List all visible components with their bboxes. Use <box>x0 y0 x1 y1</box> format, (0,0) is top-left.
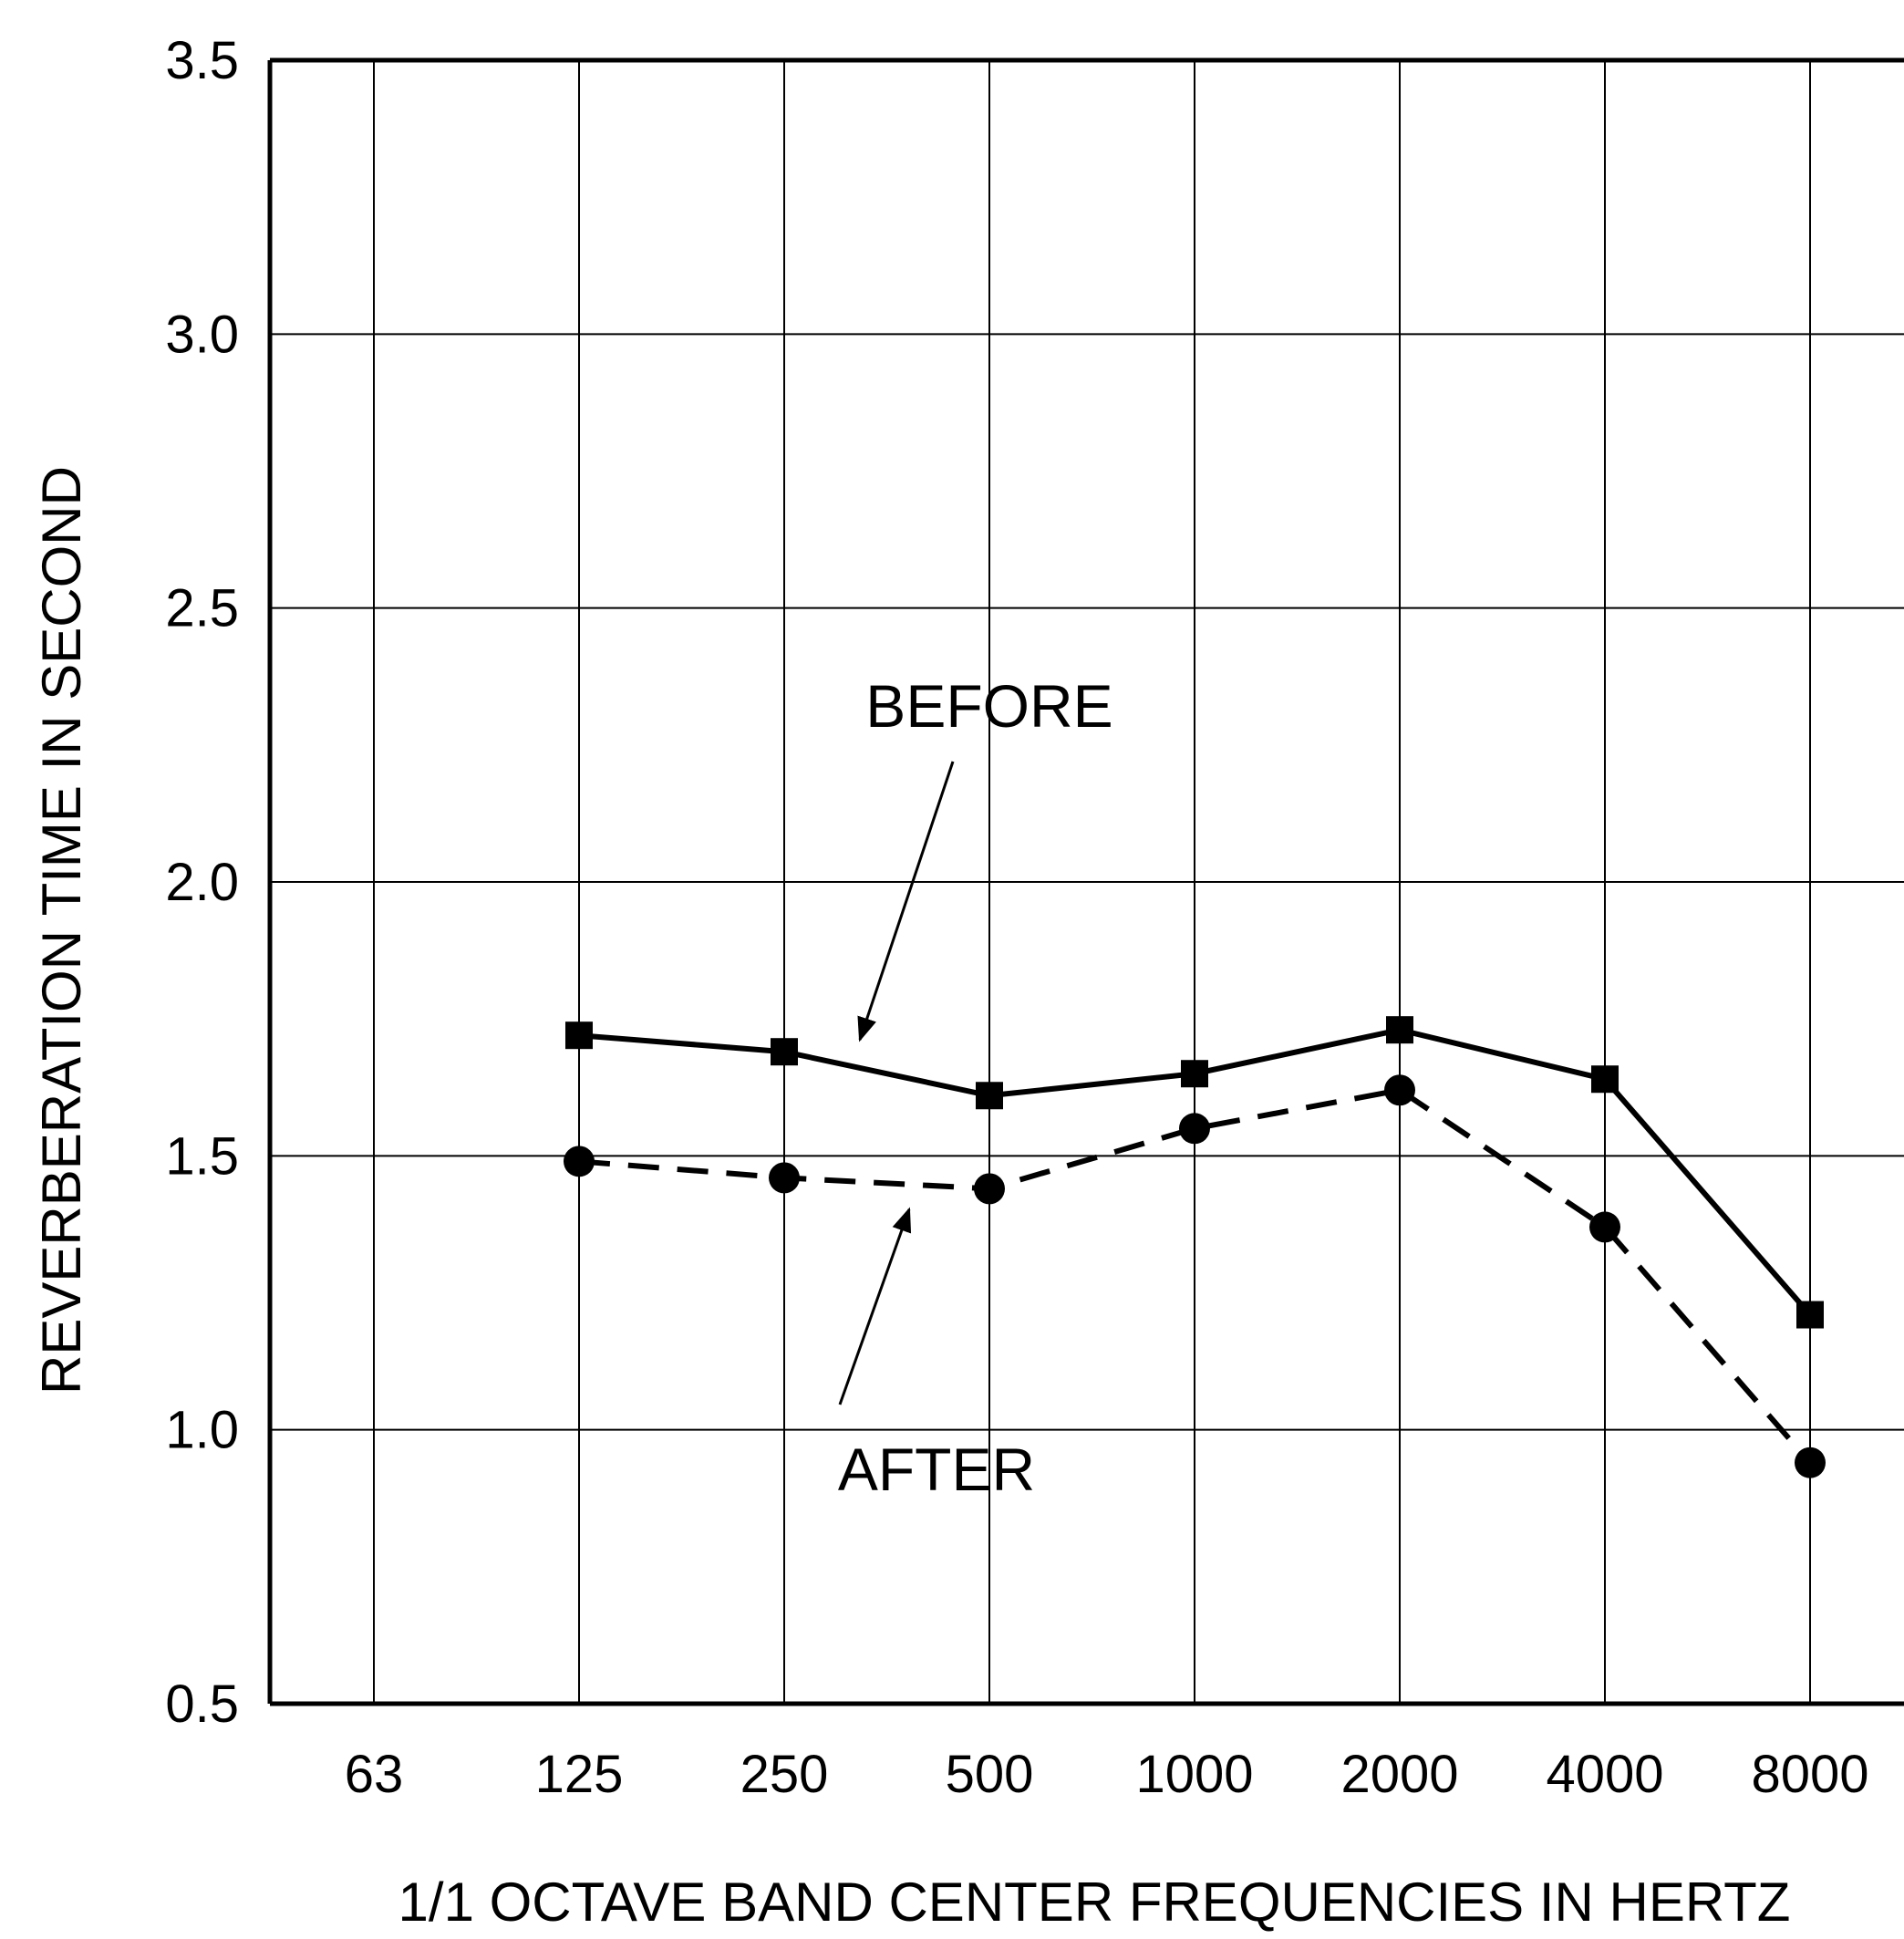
data-point-circle <box>1589 1211 1620 1243</box>
annotation-after: AFTER <box>838 1436 1035 1503</box>
data-point-circle <box>564 1146 595 1177</box>
annotation-arrow-before <box>857 761 955 1042</box>
x-tick-label: 2000 <box>1340 1745 1458 1804</box>
x-tick-label: 1000 <box>1135 1745 1253 1804</box>
data-point-circle <box>1795 1446 1826 1478</box>
y-tick-label: 0.5 <box>165 1675 239 1734</box>
data-point-square <box>976 1082 1003 1110</box>
x-axis-title: 1/1 OCTAVE BAND CENTER FREQUENCIES IN HE… <box>398 1872 1791 1933</box>
x-tick-label: 8000 <box>1751 1745 1868 1804</box>
annotation-layer: BEFORE AFTER <box>838 672 1113 1503</box>
series-layer <box>564 1016 1826 1478</box>
data-point-circle <box>1384 1074 1415 1106</box>
data-point-square <box>1796 1301 1824 1329</box>
x-tick-label: 500 <box>946 1745 1034 1804</box>
y-tick-label: 1.5 <box>165 1126 239 1186</box>
y-tick-label: 1.0 <box>165 1401 239 1460</box>
x-tick-label: 125 <box>535 1745 624 1804</box>
y-tick-label: 2.0 <box>165 853 239 912</box>
data-point-circle <box>1179 1113 1210 1145</box>
y-axis-title: REVERBERATION TIME IN SECOND <box>31 466 92 1395</box>
x-tick-label: 250 <box>740 1745 829 1804</box>
y-tick-label: 2.5 <box>165 579 239 638</box>
data-point-circle <box>769 1162 800 1194</box>
y-tick-label: 3.5 <box>165 31 239 90</box>
y-tick-label: 3.0 <box>165 305 239 364</box>
grid-layer <box>270 59 1904 1705</box>
data-point-square <box>1591 1065 1619 1094</box>
axis-layer: 0.5 1.0 1.5 2.0 2.5 3.0 3.5 63 125 250 500 1000 2000… <box>165 31 1904 1804</box>
annotation-before: BEFORE <box>865 672 1112 740</box>
annotation-arrow-after <box>838 1207 912 1405</box>
data-point-circle <box>974 1173 1005 1205</box>
data-point-square <box>1181 1060 1208 1088</box>
x-tick-label: 4000 <box>1546 1745 1663 1804</box>
data-point-square <box>1386 1016 1413 1044</box>
data-point-square <box>771 1038 798 1066</box>
x-tick-label: 63 <box>345 1745 404 1804</box>
data-point-square <box>565 1021 593 1050</box>
